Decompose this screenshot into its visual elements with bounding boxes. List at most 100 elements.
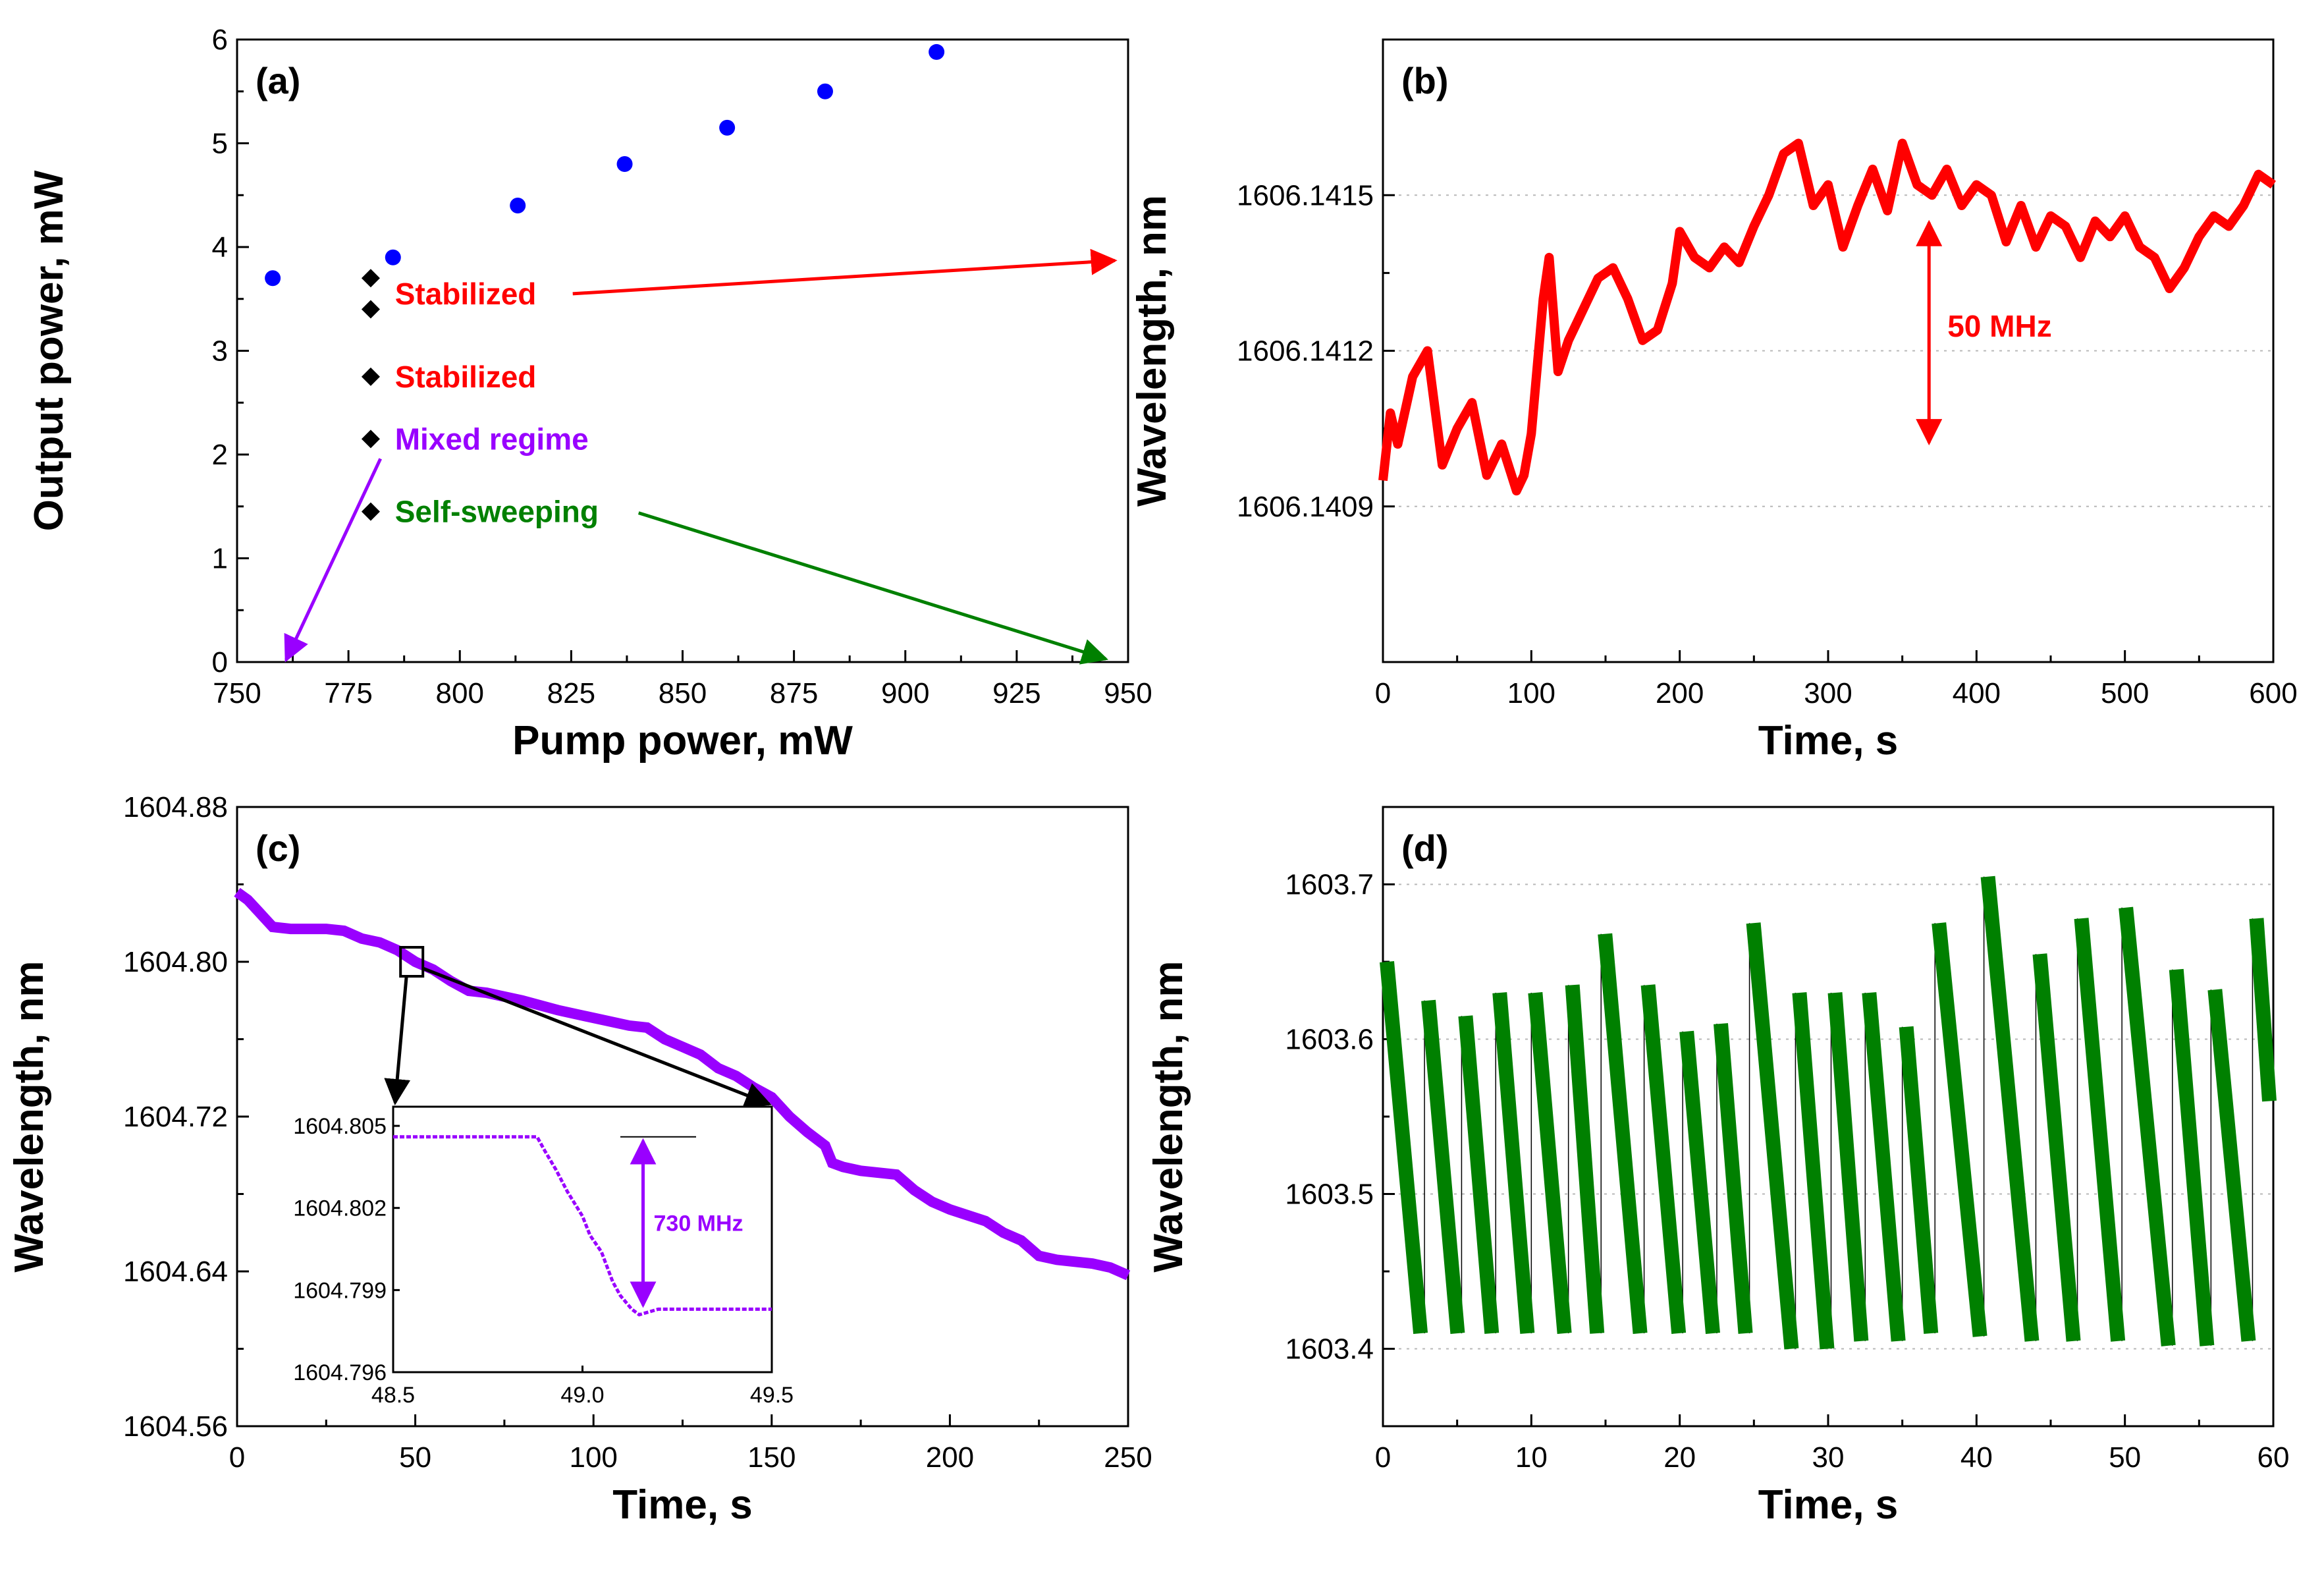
inset-y-tick-label: 1604.805 [293, 1114, 387, 1139]
x-tick-label: 800 [436, 677, 484, 709]
sweep-segment [2169, 968, 2215, 1346]
data-point-diamond [361, 269, 380, 288]
x-tick-label: 0 [1375, 677, 1391, 709]
x-tick-label: 750 [213, 677, 261, 709]
data-point-circle [929, 43, 945, 60]
x-tick-label: 50 [399, 1441, 431, 1474]
data-point-circle [616, 156, 633, 172]
sweep-segment [1492, 992, 1535, 1334]
y-tick-label: 1604.72 [123, 1101, 228, 1133]
x-tick-label: 950 [1104, 677, 1152, 709]
sweep-segment [1827, 992, 1869, 1342]
y-tick-label: 1604.56 [123, 1410, 228, 1443]
y-tick-label: 1603.7 [1285, 869, 1374, 901]
sweep-segment [2119, 906, 2176, 1346]
zoom-connector-arrow [384, 976, 411, 1105]
y-axis-title: Wavelength, nm [7, 960, 52, 1272]
annotation-arrow [637, 511, 1108, 665]
x-tick-label: 60 [2257, 1441, 2290, 1474]
inset-x-tick-label: 49.5 [750, 1383, 794, 1408]
sweep-segment [1792, 992, 1835, 1350]
y-tick-label: 0 [212, 646, 228, 679]
x-tick-label: 500 [2101, 677, 2149, 709]
y-tick-label: 6 [212, 24, 228, 56]
annotation-arrow [284, 458, 382, 663]
y-tick-label: 1 [212, 543, 228, 575]
inset-y-tick-label: 1604.799 [293, 1278, 387, 1303]
x-tick-label: 600 [2249, 677, 2297, 709]
sweep-segment [1598, 933, 1648, 1334]
x-tick-label: 200 [926, 1441, 974, 1474]
inset-series-line [393, 1135, 772, 1317]
x-axis-title: Time, s [1758, 718, 1899, 763]
y-tick-label: 1604.80 [123, 946, 228, 978]
x-tick-label: 400 [1953, 677, 2001, 709]
x-tick-label: 0 [1375, 1441, 1391, 1474]
x-tick-label: 20 [1663, 1441, 1696, 1474]
x-tick-label: 900 [881, 677, 929, 709]
x-axis-title: Pump power, mW [512, 718, 853, 763]
panel-label: (c) [256, 827, 300, 869]
sweep-segment [1640, 984, 1687, 1334]
data-point-circle [817, 83, 833, 99]
x-tick-label: 825 [547, 677, 595, 709]
panel-label: (b) [1401, 60, 1449, 101]
x-tick-label: 30 [1812, 1441, 1845, 1474]
annotation-label: Mixed regime [395, 422, 589, 456]
x-tick-label: 100 [569, 1441, 617, 1474]
y-tick-label: 1606.1412 [1237, 335, 1374, 368]
zoom-connector-arrow [422, 966, 772, 1108]
inset-frame [392, 1105, 773, 1373]
y-axis-title: Output power, mW [26, 170, 72, 531]
annotation-label: Stabilized [395, 360, 537, 394]
x-tick-label: 100 [1507, 677, 1555, 709]
panel-label: (d) [1401, 827, 1449, 869]
y-tick-label: 1604.88 [123, 791, 228, 823]
sweep-segment [1746, 922, 1799, 1350]
x-tick-label: 10 [1515, 1441, 1548, 1474]
data-point-diamond [361, 300, 380, 319]
x-tick-label: 875 [770, 677, 818, 709]
y-tick-label: 1603.4 [1285, 1333, 1374, 1366]
annotation-arrow [572, 248, 1118, 296]
inset-y-tick-label: 1604.796 [293, 1360, 387, 1385]
y-axis-title: Wavelength, nm [1146, 960, 1191, 1272]
sweep-segment [2249, 918, 2277, 1102]
sweep-segment [1862, 992, 1906, 1342]
sweep-segment [2032, 953, 2081, 1342]
y-tick-label: 3 [212, 335, 228, 368]
sweep-segment [1421, 999, 1465, 1334]
data-point-diamond [361, 367, 380, 386]
inset-x-tick-label: 48.5 [371, 1383, 415, 1408]
x-axis-title: Time, s [612, 1482, 753, 1528]
y-tick-label: 1604.64 [123, 1256, 228, 1288]
sweep-segment [1714, 1023, 1753, 1334]
data-point-circle [385, 249, 401, 265]
sweep-segment [1899, 1026, 1939, 1334]
x-axis-title: Time, s [1758, 1482, 1899, 1528]
sweep-segment [1380, 961, 1428, 1334]
y-tick-label: 4 [212, 231, 228, 264]
sweep-segment [2207, 989, 2256, 1342]
sweep-segment [1458, 1015, 1500, 1334]
sweep-segment [1932, 922, 1987, 1337]
data-point-circle [510, 198, 526, 213]
sweep-segment [2074, 918, 2126, 1342]
annotation-label: Self-sweeping [395, 495, 599, 529]
x-tick-label: 250 [1104, 1441, 1152, 1474]
y-tick-label: 1603.6 [1285, 1024, 1374, 1056]
panel-a: 750 775 800 825 850 875 900 925 950 0 1 2 3 4 5 6 Pump p… [26, 24, 1152, 763]
inset-y-tick-label: 1604.802 [293, 1196, 387, 1221]
y-tick-label: 1603.5 [1285, 1179, 1374, 1211]
x-tick-label: 850 [659, 677, 707, 709]
zoom-box [399, 946, 425, 978]
y-tick-label: 2 [212, 439, 228, 471]
x-tick-label: 50 [2109, 1441, 2141, 1474]
panel-c: 0 50 100 150 200 250 1604.56 1604.64 1604.72 1604… [7, 791, 1152, 1528]
data-point-circle [265, 270, 281, 287]
y-axis-title: Wavelength, nm [1129, 195, 1175, 507]
sweep-segment [1565, 984, 1605, 1334]
annotation-label: Stabilized [395, 277, 537, 311]
x-tick-label: 150 [747, 1441, 796, 1474]
